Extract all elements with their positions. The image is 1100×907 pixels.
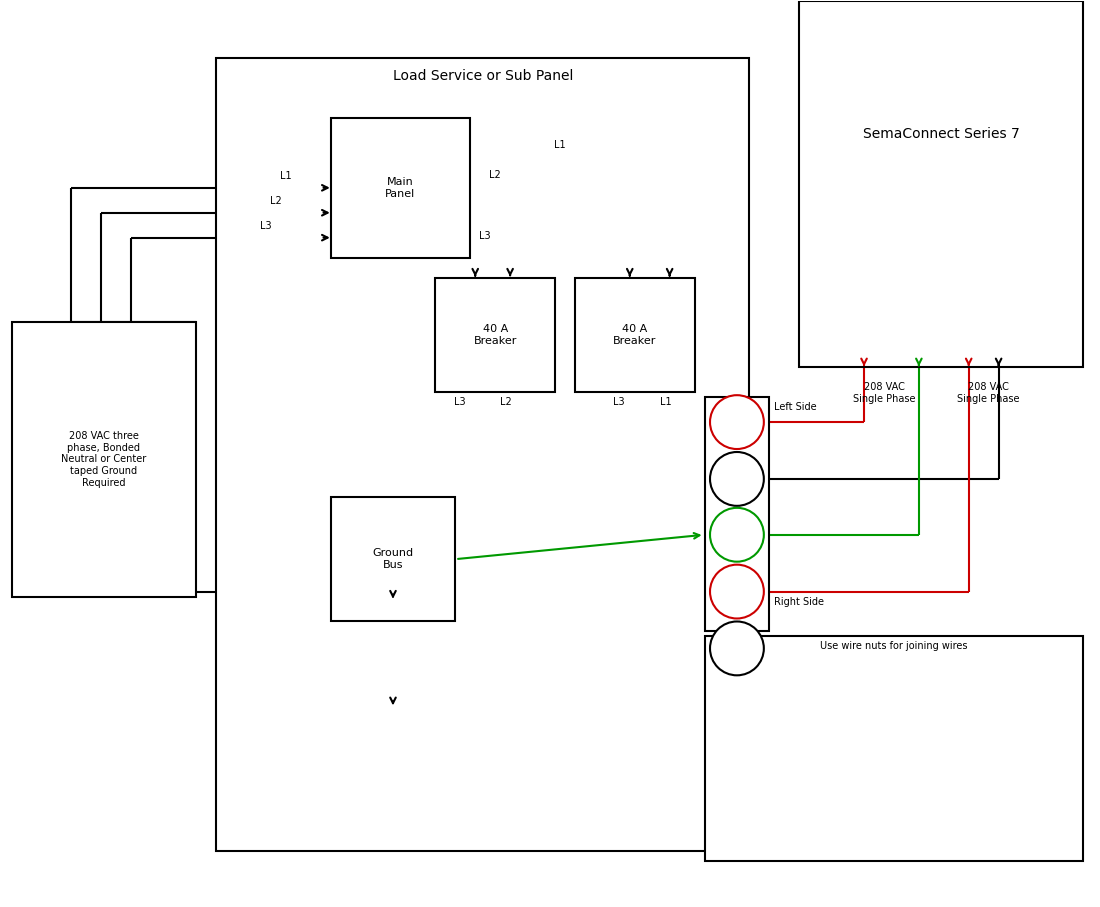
Text: 208 VAC
Single Phase: 208 VAC Single Phase (852, 382, 915, 404)
Bar (704, 397, 769, 631)
Text: L1: L1 (280, 171, 292, 180)
Bar (12, 322, 196, 597)
Circle shape (710, 395, 763, 449)
Text: 40 A
Breaker: 40 A Breaker (473, 324, 517, 346)
Text: L3: L3 (453, 397, 465, 407)
Bar (704, 637, 1084, 861)
Bar (216, 58, 749, 851)
Text: 208 VAC three
phase, Bonded
Neutral or Center
taped Ground
Required: 208 VAC three phase, Bonded Neutral or C… (62, 432, 146, 488)
Bar (800, 2, 1084, 367)
Circle shape (710, 452, 763, 506)
Text: Load Service or Sub Panel: Load Service or Sub Panel (393, 69, 573, 83)
Text: Use wire nuts for joining wires: Use wire nuts for joining wires (821, 641, 968, 651)
Text: L2: L2 (500, 397, 512, 407)
Text: Right Side: Right Side (774, 597, 824, 607)
Text: SemaConnect Series 7: SemaConnect Series 7 (862, 128, 1020, 141)
Circle shape (710, 508, 763, 561)
Bar (436, 278, 556, 392)
Circle shape (710, 621, 763, 676)
Text: L3: L3 (613, 397, 625, 407)
Bar (331, 118, 470, 258)
Text: Left Side: Left Side (774, 402, 817, 412)
Text: 40 A
Breaker: 40 A Breaker (613, 324, 657, 346)
Bar (331, 497, 455, 621)
Text: L1: L1 (660, 397, 671, 407)
Text: L2: L2 (270, 196, 282, 206)
Text: 208 VAC
Single Phase: 208 VAC Single Phase (957, 382, 1020, 404)
Bar (575, 278, 694, 392)
Text: L2: L2 (490, 170, 500, 180)
Text: Main
Panel: Main Panel (385, 177, 416, 199)
Circle shape (710, 565, 763, 619)
Text: Ground
Bus: Ground Bus (373, 549, 414, 570)
Text: L3: L3 (480, 230, 491, 240)
Text: L3: L3 (260, 220, 272, 230)
Text: L1: L1 (554, 140, 565, 150)
